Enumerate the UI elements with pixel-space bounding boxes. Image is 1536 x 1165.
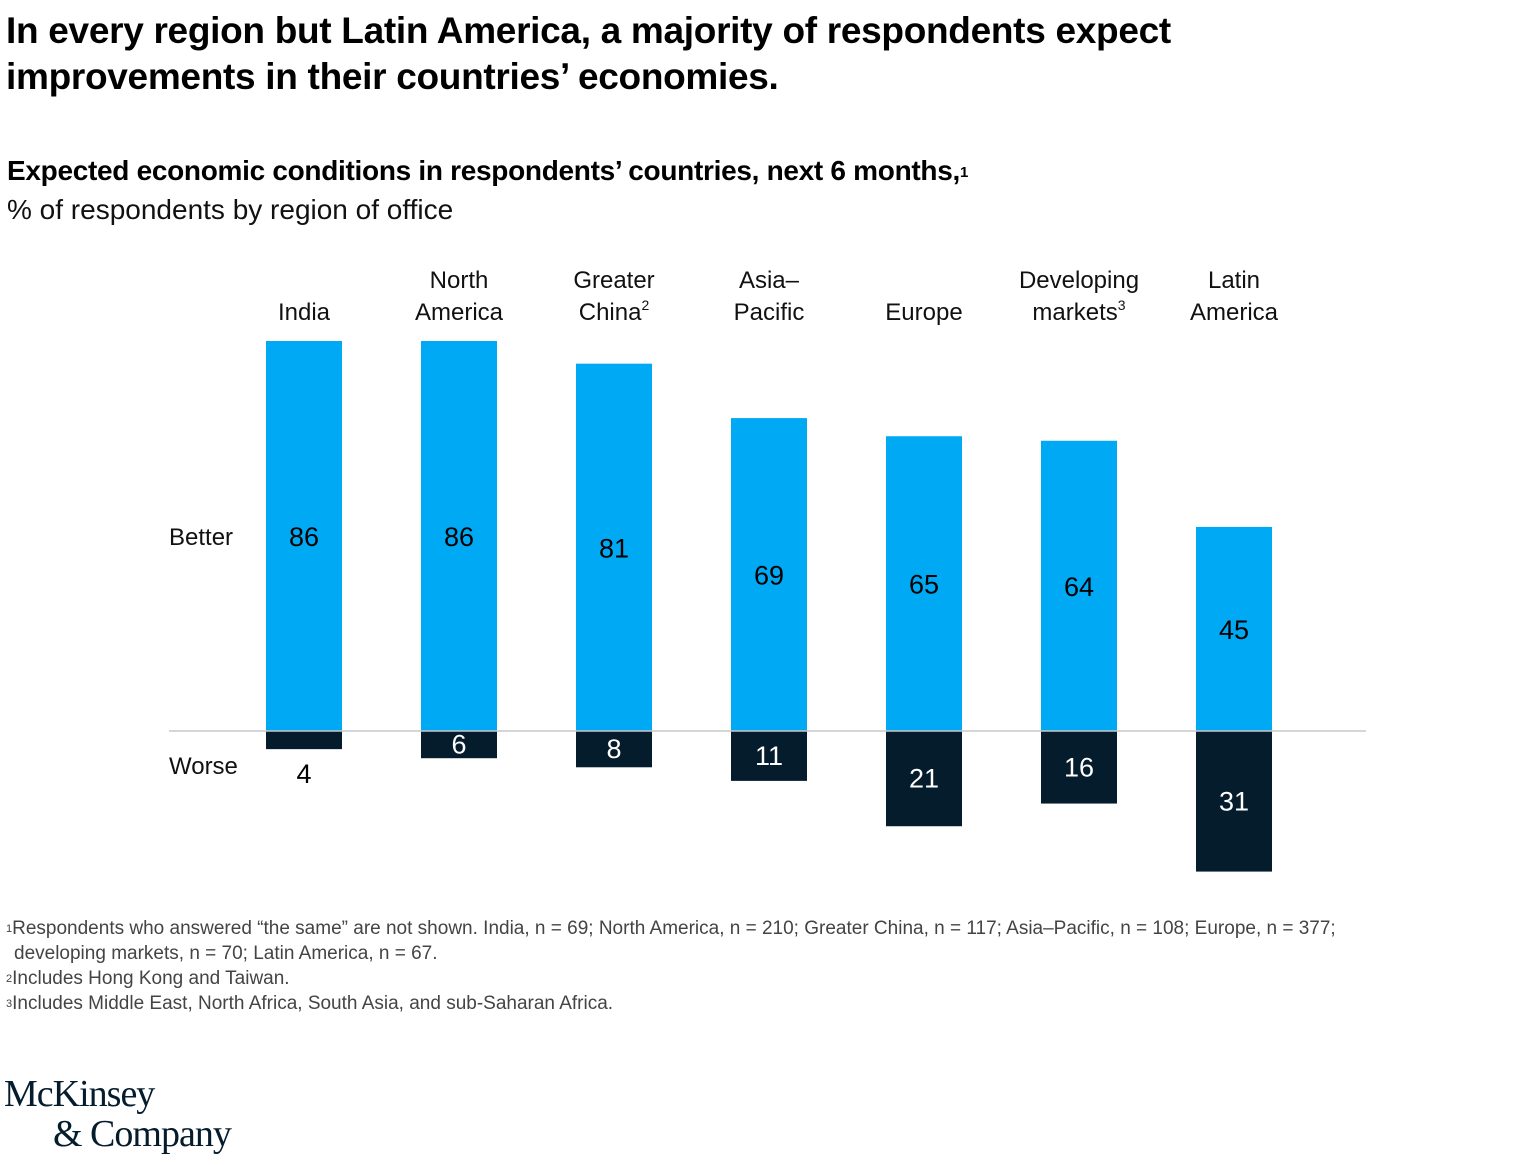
footnote-3: 3Includes Middle East, North Africa, Sou… (6, 993, 614, 1014)
bar-worse (886, 731, 962, 827)
value-label-worse: 16 (1064, 752, 1094, 782)
logo-line-2: & Company (53, 1113, 232, 1155)
chart-subtitle-text: Expected economic conditions in responde… (7, 155, 960, 186)
category-label-line1: Greater (573, 267, 654, 294)
worse-bars (266, 731, 1272, 872)
value-label-worse: 21 (909, 764, 939, 794)
value-label-better: 86 (444, 522, 474, 552)
category-label-line1: Asia– (739, 267, 800, 294)
value-label-better: 86 (289, 522, 319, 552)
footnote-1: 1Respondents who answered “the same” are… (6, 918, 1336, 939)
value-labels: 86 4 86 6 81 8 69 11 65 21 64 16 45 31 (289, 522, 1249, 816)
category-label: America (415, 299, 504, 326)
category-label: markets3 (1032, 297, 1125, 326)
mckinsey-logo: McKinsey & Company (4, 1073, 232, 1155)
bar-better (886, 436, 962, 731)
value-label-better: 69 (754, 561, 784, 591)
value-label-better: 45 (1219, 615, 1249, 645)
bar-worse (731, 731, 807, 781)
bar-worse (1041, 731, 1117, 804)
chart-headline: In every region but Latin America, a maj… (6, 10, 1171, 97)
value-label-better: 81 (599, 533, 629, 563)
bar-better (731, 418, 807, 731)
footnote-1-continued: developing markets, n = 70; Latin Americ… (14, 943, 438, 964)
category-label: China2 (579, 297, 650, 326)
value-label-worse: 6 (451, 730, 466, 760)
category-label: America (1190, 299, 1279, 326)
category-label-line1: North (430, 267, 489, 294)
bar-better (1041, 440, 1117, 731)
bar-worse (1196, 731, 1272, 872)
bar-better (266, 341, 342, 731)
logo-line-1: McKinsey (4, 1073, 155, 1115)
bar-better (1196, 526, 1272, 731)
row-label-worse: Worse (169, 753, 238, 780)
bar-chart: India North America Greater China2 Asia– Pacif… (169, 267, 1366, 872)
bar-better (421, 341, 497, 731)
bar-worse (576, 731, 652, 768)
bar-better (576, 363, 652, 731)
bar-worse (266, 731, 342, 750)
value-label-worse: 31 (1219, 786, 1249, 816)
category-labels: India North America Greater China2 Asia– Pacif… (278, 267, 1279, 326)
value-label-better: 65 (909, 570, 939, 600)
bar-worse (421, 731, 497, 759)
category-label: Pacific (734, 299, 805, 326)
better-bars (266, 341, 1272, 731)
footnote-2: 2Includes Hong Kong and Taiwan. (6, 968, 290, 989)
value-label-worse: 4 (296, 759, 311, 789)
value-label-better: 64 (1064, 572, 1094, 602)
chart-unit-label: % of respondents by region of office (7, 194, 454, 225)
chart-subtitle: Expected economic conditions in responde… (7, 152, 968, 190)
row-label-better: Better (169, 524, 233, 551)
category-label-line1: Developing (1019, 267, 1139, 294)
category-label-line1: Latin (1208, 267, 1260, 294)
category-label: Europe (885, 299, 962, 326)
category-label: India (278, 299, 331, 326)
value-label-worse: 11 (755, 741, 783, 771)
footnotes: 1Respondents who answered “the same” are… (6, 916, 1506, 1016)
value-label-worse: 8 (606, 734, 621, 764)
footnote-mark: 1 (959, 164, 969, 181)
